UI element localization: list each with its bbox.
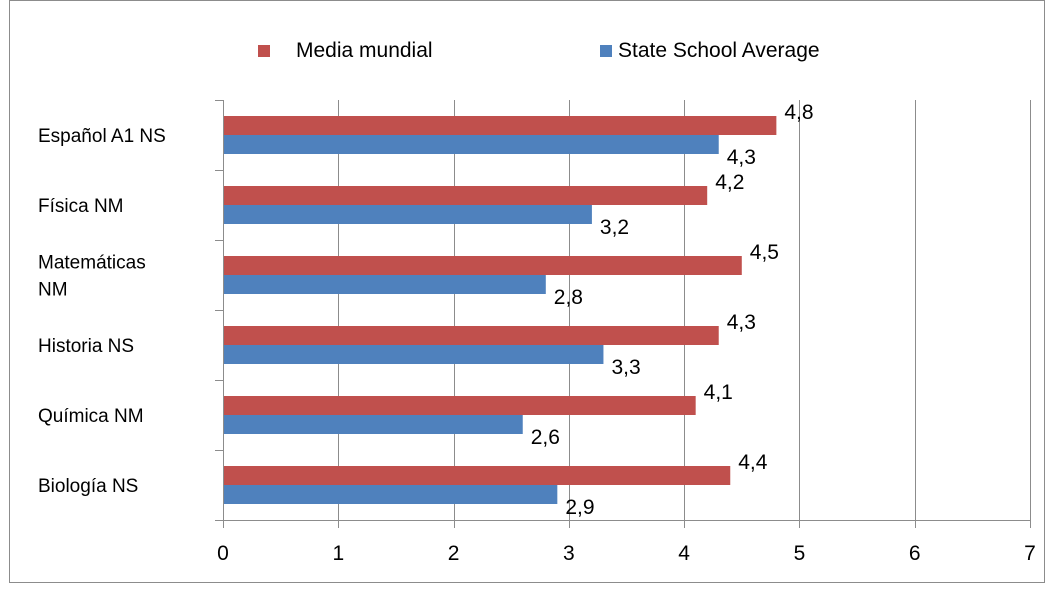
legend-swatch-media-mundial [258, 45, 270, 57]
x-tick-label-5: 5 [794, 542, 806, 565]
bar-media-mundial [224, 116, 777, 135]
gridlines [338, 100, 1031, 520]
x-tick-label-1: 1 [332, 542, 344, 565]
category-label: Física NM [38, 196, 124, 217]
data-labels: 4,84,34,23,24,52,84,33,34,12,64,42,9 [531, 101, 814, 519]
category-label: Español A1 NS [38, 126, 166, 147]
bar-media-mundial [224, 256, 742, 275]
data-label: 4,8 [784, 101, 813, 124]
bar-state-school-average [224, 275, 546, 294]
bar-media-mundial [224, 326, 719, 345]
x-tick-label-7: 7 [1024, 542, 1036, 565]
bar-media-mundial [224, 396, 696, 415]
x-tick-label-4: 4 [678, 542, 690, 565]
bar-state-school-average [224, 345, 604, 364]
x-tick-label-6: 6 [909, 542, 921, 565]
data-label: 4,4 [738, 451, 768, 474]
data-label: 2,8 [554, 286, 583, 309]
bar-state-school-average [224, 485, 558, 504]
category-label: NM [38, 280, 68, 301]
data-label: 3,3 [611, 356, 640, 379]
data-label: 2,6 [531, 426, 560, 449]
category-label: Química NM [38, 406, 144, 427]
bars [224, 116, 777, 504]
x-tick-label-0: 0 [217, 542, 229, 565]
bar-media-mundial [224, 466, 731, 485]
data-label: 4,2 [715, 171, 744, 194]
data-label: 4,3 [727, 311, 756, 334]
data-label: 4,1 [704, 381, 733, 404]
bar-state-school-average [224, 205, 592, 224]
legend: Media mundial State School Average [258, 39, 820, 62]
data-label: 4,3 [727, 146, 756, 169]
bar-media-mundial [224, 186, 708, 205]
category-label: Biología NS [38, 476, 138, 497]
legend-item-state-school-average: State School Average [600, 39, 820, 62]
bar-state-school-average [224, 415, 523, 434]
axes [215, 100, 1031, 528]
legend-item-media-mundial: Media mundial [258, 39, 433, 62]
legend-label-media-mundial: Media mundial [296, 39, 433, 62]
legend-swatch-state-school-average [600, 45, 612, 57]
bar-state-school-average [224, 135, 719, 154]
x-tick-label-3: 3 [563, 542, 575, 565]
data-label: 4,5 [750, 241, 779, 264]
category-labels: Español A1 NS Física NM Matemáticas NM Histo… [38, 126, 166, 497]
category-label: Matemáticas [38, 253, 146, 274]
category-label: Historia NS [38, 336, 134, 357]
legend-label-state-school-average: State School Average [618, 39, 820, 62]
x-tick-label-2: 2 [448, 542, 460, 565]
data-label: 2,9 [565, 496, 594, 519]
data-label: 3,2 [600, 216, 629, 239]
x-tick-labels: 0 1 2 3 4 5 6 7 [217, 542, 1036, 565]
